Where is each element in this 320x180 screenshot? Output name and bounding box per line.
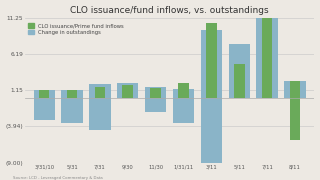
Bar xyxy=(67,90,77,98)
Bar xyxy=(95,87,105,98)
Bar xyxy=(123,85,133,98)
Bar xyxy=(262,17,272,98)
Text: Source: LCD - Leveraged Commentary & Data: Source: LCD - Leveraged Commentary & Dat… xyxy=(13,176,102,180)
Bar xyxy=(257,17,278,98)
Bar xyxy=(61,90,83,98)
Bar xyxy=(150,88,161,98)
Bar xyxy=(39,90,50,98)
Bar xyxy=(117,84,138,98)
Bar xyxy=(145,98,166,112)
Bar xyxy=(173,98,194,123)
Bar xyxy=(89,98,110,130)
Bar xyxy=(234,64,244,98)
Bar xyxy=(290,81,300,98)
Bar xyxy=(34,90,55,98)
Bar xyxy=(34,98,55,120)
Bar xyxy=(228,44,250,98)
Bar xyxy=(145,87,166,98)
Bar xyxy=(206,23,217,98)
Bar xyxy=(178,83,189,98)
Title: CLO issuance/fund inflows, vs. outstandings: CLO issuance/fund inflows, vs. outstandi… xyxy=(70,6,269,15)
Bar xyxy=(284,81,306,98)
Bar xyxy=(290,98,300,140)
Bar xyxy=(201,30,222,98)
Bar xyxy=(61,98,83,123)
Legend: CLO issuance/Prime fund inflows, Change in outstandings: CLO issuance/Prime fund inflows, Change … xyxy=(27,22,125,36)
Bar xyxy=(89,84,110,98)
Bar xyxy=(173,89,194,98)
Bar xyxy=(201,98,222,163)
